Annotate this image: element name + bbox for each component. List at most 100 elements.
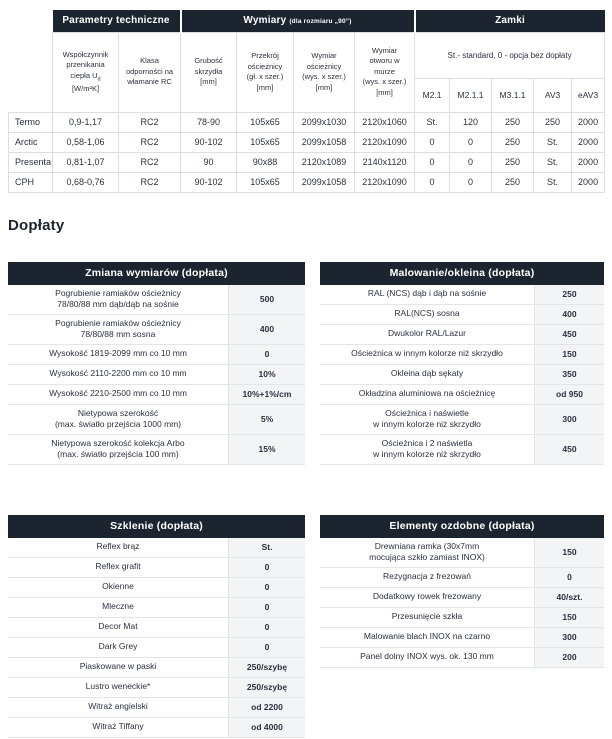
surcharge-label: Ościeżnica i 2 naświetla w innym kolorze… <box>320 434 534 464</box>
surcharge-label: Reflex brąz <box>8 537 228 557</box>
surcharge-label: Witraż angielski <box>8 697 228 717</box>
surcharge-label: Pogrubienie ramiaków ościeżnicy 78/80/88… <box>8 284 228 314</box>
surcharge-value: 10% <box>228 364 305 384</box>
spec-cell: 0 <box>449 171 493 193</box>
spec-cell: 90-102 <box>180 171 238 193</box>
surcharge-label: Przesunięcie szkła <box>320 607 534 627</box>
wymiary-size-note: (dla rozmiaru „90”) <box>289 18 352 26</box>
surcharge-label: RAL(NCS) sosna <box>320 304 534 324</box>
surcharge-label: Witraż Tiffany <box>8 717 228 737</box>
model-name: Termo <box>8 111 53 133</box>
model-name: Presenta <box>8 151 53 173</box>
spec-cell: 2099x1058 <box>293 131 356 153</box>
model-name: CPH <box>8 171 53 193</box>
col-header-frame-dimension: Wymiar ościeżnicy (wys. x szer.) [mm] <box>293 31 356 113</box>
surcharge-value: 300 <box>534 404 604 434</box>
table-row: Wysokość 1819-2099 mm co 10 mm 0 <box>8 344 305 365</box>
table-header: Elementy ozdobne (dopłata) <box>320 514 604 538</box>
table-row: Witraż Tiffany od 4000 <box>8 717 305 738</box>
surcharge-value: 400 <box>534 304 604 324</box>
locks-legend: St.- standard, 0 - opcja bez dopłaty <box>414 31 606 79</box>
col-header-frame-section: Przekrój ościeżnicy (gł. x szer.) [mm] <box>236 31 295 113</box>
spec-cell: RC2 <box>117 151 182 173</box>
spec-cell: St. <box>533 171 573 193</box>
surcharge-value: 0 <box>228 557 305 577</box>
table-row: Ościeżnica i 2 naświetla w innym kolorze… <box>320 434 604 465</box>
surcharge-label: Reflex grafit <box>8 557 228 577</box>
section-header-zamki: Zamki <box>413 10 605 32</box>
lock-col-m21: M2.1 <box>414 77 451 113</box>
surcharge-value: 150 <box>534 344 604 364</box>
surcharge-label: Ościeżnica w innym kolorze niż skrzydło <box>320 344 534 364</box>
table-row: Nietypowa szerokość kolekcja Arbo (max. … <box>8 434 305 465</box>
surcharge-tables-row-1: Zmiana wymiarów (dopłata) Pogrubienie ra… <box>8 261 604 465</box>
surcharge-label: Pogrubienie ramiaków ościeżnicy 78/80/88… <box>8 314 228 344</box>
spec-cell: 0 <box>449 151 493 173</box>
table-row: Przesunięcie szkła 150 <box>320 607 604 628</box>
spec-cell: 0,58-1,06 <box>52 131 119 153</box>
table-row: Panel dolny INOX wys. ok. 130 mm 200 <box>320 647 604 668</box>
surcharge-tables-row-2: Szklenie (dopłata) Reflex brąz St. Refle… <box>8 514 604 738</box>
table-row: Ościeżnica i naświetle w innym kolorze n… <box>320 404 604 435</box>
spec-cell: RC2 <box>117 111 182 133</box>
surcharge-value: St. <box>228 537 305 557</box>
surcharge-value: 0 <box>228 637 305 657</box>
surcharge-label: Decor Mat <box>8 617 228 637</box>
surcharge-label: Wysokość 2110-2200 mm co 10 mm <box>8 364 228 384</box>
spec-cell: 2120x1090 <box>354 131 416 153</box>
table-row: Pogrubienie ramiaków ościeżnicy 78/80/88… <box>8 314 305 345</box>
spec-cell: St. <box>414 111 451 133</box>
table-row: Piaskowane w paski 250/szybę <box>8 657 305 678</box>
table-malowanie-okleina: Malowanie/okleina (dopłata) RAL (NCS) dą… <box>320 261 604 465</box>
col-header-rc-class: Klasa odporności na włamanie RC <box>117 31 182 113</box>
spec-cell: 90x88 <box>236 151 295 173</box>
spec-cell: 250 <box>491 111 535 133</box>
surcharge-value: 200 <box>534 647 604 667</box>
surcharge-label: Panel dolny INOX wys. ok. 130 mm <box>320 647 534 667</box>
spec-cell: 120 <box>449 111 493 133</box>
spec-cell: 2120x1060 <box>354 111 416 133</box>
table-row: Wysokość 2110-2200 mm co 10 mm 10% <box>8 364 305 385</box>
table-row: Pogrubienie ramiaków ościeżnicy 78/80/88… <box>8 284 305 315</box>
table-row: RAL(NCS) sosna 400 <box>320 304 604 325</box>
spec-cell: 2120x1090 <box>354 171 416 193</box>
surcharge-value: 0 <box>228 577 305 597</box>
spec-cell: 0 <box>414 171 451 193</box>
surcharge-value: 150 <box>534 537 604 567</box>
section-header-wymiary: Wymiary (dla rozmiaru „90”) <box>179 10 415 32</box>
table-row: Dodatkowy rowek frezowany 40/szt. <box>320 587 604 608</box>
col-header-u-value: Współczynnik przenikania ciepła Ud [W/m²… <box>52 31 119 113</box>
table-row: RAL (NCS) dąb i dąb na sośnie 250 <box>320 284 604 305</box>
spec-cell: 0,81-1,07 <box>52 151 119 173</box>
col-header-wall-opening: Wymiar otworu w murze (wys. x szer.) [mm… <box>354 31 416 113</box>
surcharge-label: RAL (NCS) dąb i dąb na sośnie <box>320 284 534 304</box>
spec-cell: 90 <box>180 151 238 173</box>
surcharge-value: 40/szt. <box>534 587 604 607</box>
surcharge-label: Malowanie blach INOX na czarno <box>320 627 534 647</box>
table-row: Wysokość 2210-2500 mm co 10 mm 10%+1%/cm <box>8 384 305 405</box>
surcharge-value: 15% <box>228 434 305 464</box>
spec-cell: 2000 <box>571 151 606 173</box>
surcharge-value: 500 <box>228 284 305 314</box>
surcharge-value: 450 <box>534 434 604 464</box>
surcharge-value: 0 <box>228 597 305 617</box>
surcharge-label: Lustro weneckie* <box>8 677 228 697</box>
surcharge-label: Okładzina aluminiowa na ościeżnicę <box>320 384 534 404</box>
technical-spec-table: Parametry techniczne Wymiary (dla rozmia… <box>8 10 606 193</box>
table-row: Witraż angielski od 2200 <box>8 697 305 718</box>
spec-cell: 105x65 <box>236 131 295 153</box>
surcharge-value: 450 <box>534 324 604 344</box>
lock-col-eav3: eAV3 <box>571 77 606 113</box>
spec-cell: 250 <box>491 151 535 173</box>
surcharge-value: 0 <box>228 344 305 364</box>
spec-cell: RC2 <box>117 131 182 153</box>
surcharge-value: 0 <box>228 617 305 637</box>
table-row: Drewniana ramka (30x7mm mocująca szkło z… <box>320 537 604 568</box>
surcharge-label: Drewniana ramka (30x7mm mocująca szkło z… <box>320 537 534 567</box>
table-header: Malowanie/okleina (dopłata) <box>320 261 604 285</box>
section-header-parametry: Parametry techniczne <box>52 10 181 32</box>
table-row: Rezygnacja z frezowań 0 <box>320 567 604 588</box>
surcharge-label: Wysokość 1819-2099 mm co 10 mm <box>8 344 228 364</box>
spec-cell: 78-90 <box>180 111 238 133</box>
